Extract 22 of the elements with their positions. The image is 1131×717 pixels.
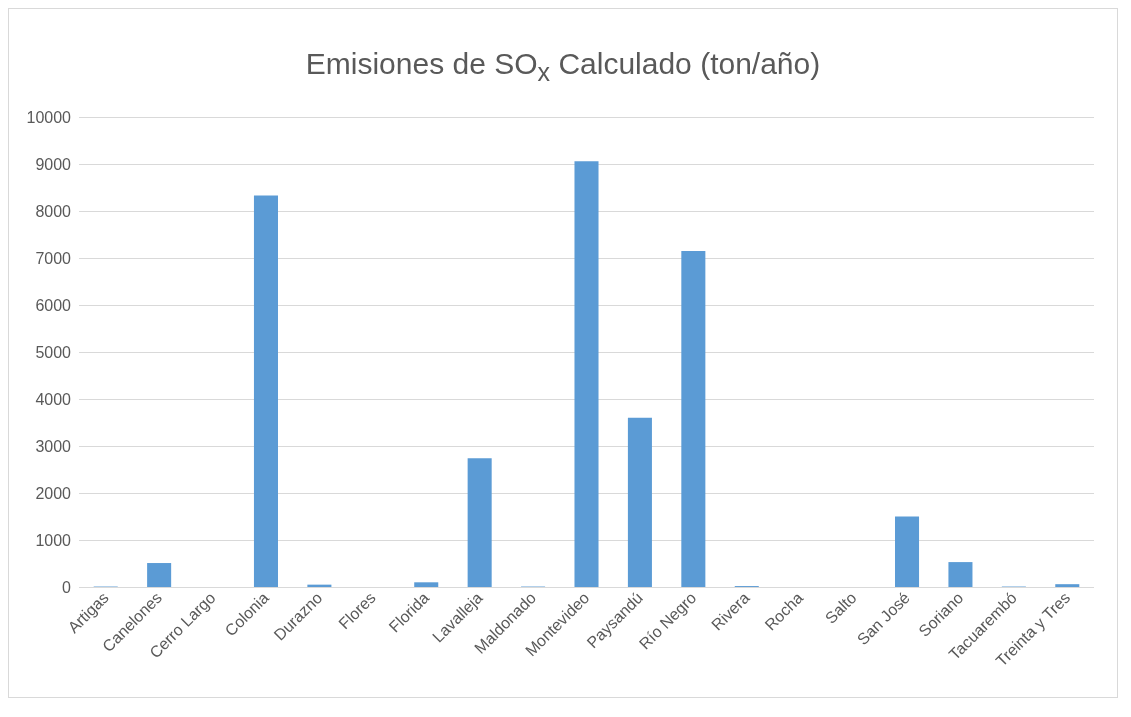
chart-title: Emisiones de SO$_{x}$ Calculado (ton/año) xyxy=(304,46,822,88)
bar xyxy=(1055,584,1080,587)
y-tick-label: 10000 xyxy=(26,108,72,126)
bar xyxy=(681,250,706,587)
y-tick-label: 0 xyxy=(62,578,72,596)
y-tick-label: 5000 xyxy=(35,343,72,361)
bar xyxy=(253,195,278,587)
bar xyxy=(414,582,439,587)
y-tick-label: 9000 xyxy=(35,155,72,173)
bar xyxy=(574,161,599,587)
y-tick-label: 2000 xyxy=(35,484,72,502)
y-tick-label: 7000 xyxy=(35,249,72,267)
y-tick-label: 8000 xyxy=(35,202,72,220)
bar xyxy=(948,562,973,587)
bar xyxy=(627,417,652,587)
bar xyxy=(895,516,920,587)
y-tick-label: 6000 xyxy=(35,296,72,314)
y-tick-label: 1000 xyxy=(35,531,72,549)
bar xyxy=(467,458,492,587)
bar xyxy=(147,563,172,587)
y-tick-label: 4000 xyxy=(35,390,72,408)
y-tick-label: 3000 xyxy=(35,437,72,455)
